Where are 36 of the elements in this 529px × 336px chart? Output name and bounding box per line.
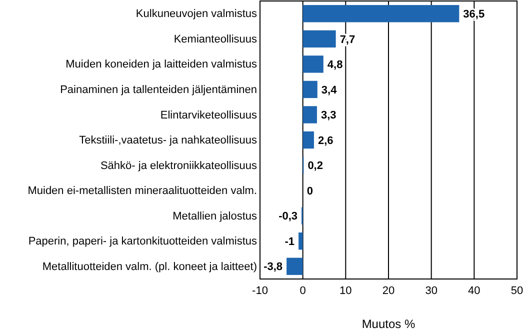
y-tick-label: Elintarviketeollisuus — [160, 109, 258, 122]
bar — [302, 131, 314, 149]
data-label: 0 — [306, 185, 313, 198]
x-tick-label: 20 — [382, 284, 395, 297]
bar — [286, 258, 303, 275]
y-tick-label: Tekstiili-,vaatetus- ja nahkateollisuus — [79, 134, 258, 147]
y-tick-label: Metallituotteiden valm. (pl. koneet ja laitteet) — [42, 260, 257, 273]
data-label: 0,2 — [308, 160, 323, 172]
data-label: -3,8 — [264, 261, 283, 274]
bar — [302, 30, 336, 48]
x-tick-label: 10 — [340, 284, 352, 297]
y-tick-label: Muiden ei-metallisten mineraalituotteiden valm. — [28, 185, 257, 198]
x-tick-label: 50 — [510, 284, 524, 297]
bar — [302, 80, 318, 98]
y-tick-label: Sähkö- ja elektroniikkateollisuus — [100, 160, 258, 172]
data-label: -0,3 — [278, 210, 298, 223]
data-label: 3,4 — [321, 84, 338, 96]
x-tick-label: 30 — [425, 284, 438, 297]
y-tick-label: Kulkuneuvojen valmistus — [136, 8, 258, 20]
x-tick-label: 0 — [300, 284, 306, 297]
y-tick-label: Muiden koneiden ja laitteiden valmistus — [66, 58, 258, 71]
bar — [302, 106, 317, 124]
bar — [302, 5, 460, 22]
data-label: 2,6 — [318, 134, 334, 147]
data-label: -1 — [284, 236, 295, 248]
bar — [298, 232, 303, 250]
y-tick-label: Paperin, paperi- ja kartonkituotteiden valmistus — [28, 236, 258, 248]
y-tick-label: Kemianteollisuus — [174, 33, 258, 46]
data-label: 4,8 — [327, 59, 343, 72]
x-axis-title: Muutos % — [362, 317, 416, 331]
y-tick-label: Metallien jalostus — [172, 210, 258, 222]
data-label: 3,3 — [320, 110, 336, 122]
y-tick-label: Painaminen ja tallenteiden jäljentäminen — [60, 84, 257, 96]
bar — [302, 56, 324, 73]
x-tick-label: 40 — [468, 284, 480, 297]
x-tick-label: -10 — [252, 284, 268, 297]
